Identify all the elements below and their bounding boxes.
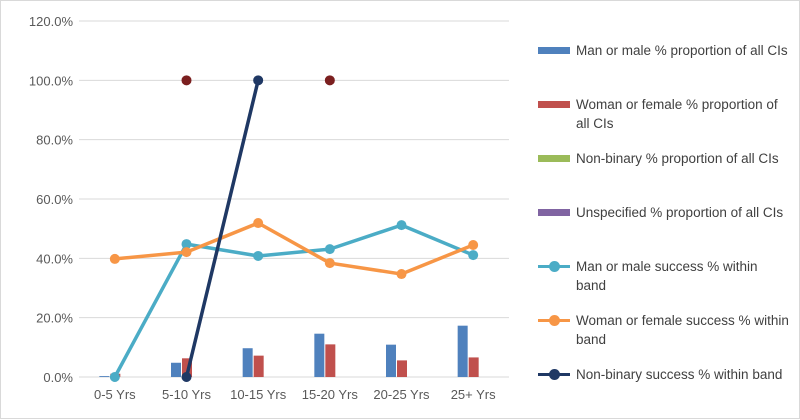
legend-label: Non-binary success % within band — [576, 367, 783, 382]
bar — [253, 355, 264, 377]
data-point — [324, 244, 335, 255]
legend-marker — [549, 369, 560, 380]
x-tick-label: 0-5 Yrs — [94, 387, 136, 402]
y-tick-label: 20.0% — [36, 311, 73, 326]
legend-item: Non-binary success % within band — [538, 365, 788, 419]
data-point — [396, 269, 407, 280]
y-tick-label: 0.0% — [43, 370, 73, 385]
data-point — [253, 250, 264, 261]
data-point — [253, 75, 264, 86]
legend-swatch — [538, 155, 570, 162]
legend-item: Woman or female success % within band — [538, 311, 789, 365]
bar — [325, 344, 336, 377]
series-line — [113, 223, 474, 378]
legend-swatch — [538, 209, 570, 216]
series-line — [114, 221, 474, 276]
legend-item: Unspecified % proportion of all CIs — [538, 203, 788, 257]
series-line — [184, 79, 260, 378]
data-point — [181, 239, 192, 250]
x-tick-label: 25+ Yrs — [451, 387, 496, 402]
data-point — [396, 220, 407, 231]
y-tick-label: 80.0% — [36, 133, 73, 148]
legend-label: Woman or female success % within band — [576, 313, 789, 347]
data-point — [181, 372, 192, 382]
bar — [457, 325, 468, 377]
data-point — [324, 75, 335, 86]
x-tick-label: 15-20 Yrs — [302, 387, 359, 402]
data-point — [253, 218, 264, 229]
y-tick-label: 60.0% — [36, 192, 73, 207]
data-point — [324, 258, 335, 269]
data-point — [109, 372, 120, 382]
bar — [242, 348, 253, 377]
legend-marker — [549, 261, 560, 272]
y-tick-label: 100.0% — [29, 73, 74, 88]
data-point — [468, 250, 479, 261]
legend-label: Man or male % proportion of all CIs — [576, 43, 788, 58]
legend-item: Man or male success % within band — [538, 257, 788, 311]
x-tick-label: 20-25 Yrs — [373, 387, 430, 402]
bar — [314, 333, 325, 377]
legend-item: Man or male % proportion of all CIs — [538, 41, 788, 95]
legend-label: Unspecified % proportion of all CIs — [576, 205, 784, 220]
legend-item: Woman or female % proportion of all CIs — [538, 95, 788, 149]
data-point — [181, 247, 192, 258]
x-tick-label: 10-15 Yrs — [230, 387, 287, 402]
legend-item: Non-binary % proportion of all CIs — [538, 149, 788, 203]
bar — [386, 344, 396, 377]
bar — [99, 376, 110, 377]
legend-marker — [549, 315, 560, 326]
legend-label: Man or male success % within band — [576, 259, 758, 293]
bar — [171, 362, 181, 377]
y-tick-label: 120.0% — [29, 14, 74, 29]
legend-label: Non-binary % proportion of all CIs — [576, 151, 779, 166]
legend: Man or male % proportion of all CIs Woman… — [538, 41, 789, 419]
data-point — [181, 75, 192, 86]
bar — [468, 357, 479, 377]
data-point — [468, 239, 479, 250]
legend-label: Woman or female % proportion of all CIs — [576, 97, 778, 131]
legend-swatch — [538, 47, 570, 54]
bar — [397, 360, 407, 377]
legend-swatch — [538, 101, 570, 108]
y-tick-label: 40.0% — [36, 251, 73, 266]
x-tick-label: 5-10 Yrs — [162, 387, 211, 402]
data-point — [109, 253, 120, 264]
